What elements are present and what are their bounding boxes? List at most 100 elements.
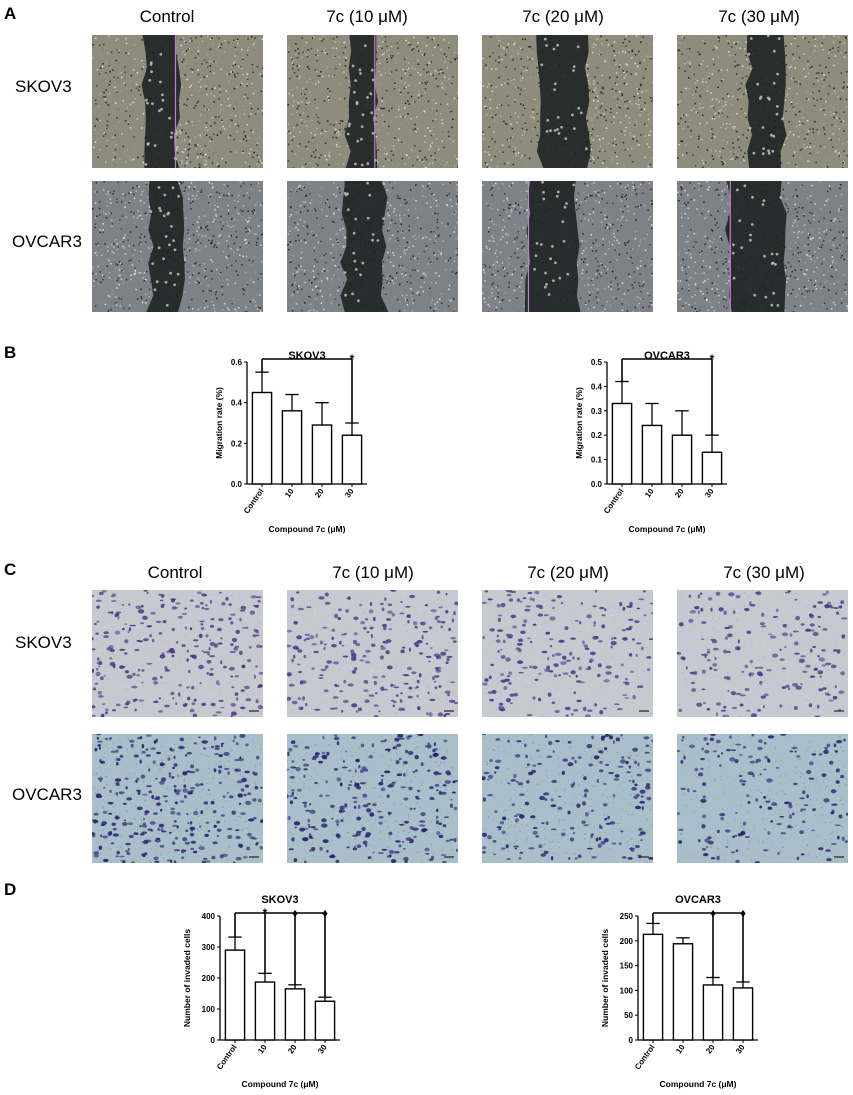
x-axis-label: Compound 7c (μM) [242, 1079, 319, 1089]
x-tick-label: Control [602, 487, 626, 515]
bar [703, 985, 722, 1040]
y-tick-label: 0.0 [231, 480, 243, 489]
wound-healing-micrograph [92, 35, 263, 168]
x-tick-label: 30 [703, 487, 716, 500]
y-tick-label: 0.5 [591, 358, 603, 367]
y-tick-label: 0.0 [591, 480, 603, 489]
bar [342, 435, 361, 484]
transwell-invasion-micrograph [287, 590, 458, 717]
bar [642, 425, 661, 484]
y-tick-label: 200 [202, 974, 216, 983]
x-tick-label: 20 [673, 487, 686, 500]
x-tick-label: Control [242, 487, 266, 515]
x-tick-label: 20 [286, 1043, 299, 1056]
y-tick-label: 0.2 [591, 431, 603, 440]
significance-mark: ♦ [740, 906, 746, 920]
y-axis-label: Number of invaded cells [600, 929, 610, 1028]
y-tick-label: 100 [202, 1005, 216, 1014]
y-tick-label: 250 [620, 912, 634, 921]
y-tick-label: 0.2 [231, 439, 243, 448]
significance-mark: ♦ [292, 906, 298, 920]
panel-letter-a: A [4, 4, 16, 24]
y-tick-label: 0.4 [231, 399, 243, 408]
x-tick-label: 20 [704, 1043, 717, 1056]
x-tick-label: 10 [283, 487, 296, 500]
row-label-ovcar3-c: OVCAR3 [12, 785, 82, 805]
transwell-invasion-micrograph [92, 590, 263, 717]
chart-title: OVCAR3 [644, 350, 690, 362]
chart-title: SKOV3 [261, 894, 298, 906]
y-tick-label: 0 [211, 1036, 216, 1045]
bar [225, 950, 244, 1040]
wound-healing-micrograph [287, 35, 458, 168]
panel-letter-d: D [4, 880, 16, 900]
x-tick-label: 10 [674, 1043, 687, 1056]
x-tick-label: 20 [313, 487, 326, 500]
y-axis-label: Number of invaded cells [182, 929, 192, 1028]
chart-title: OVCAR3 [675, 894, 721, 906]
bar [702, 452, 721, 484]
panel-letter-b: B [4, 343, 16, 363]
x-tick-label: 10 [643, 487, 656, 500]
x-tick-label: 30 [316, 1043, 329, 1056]
transwell-invasion-micrograph [287, 734, 458, 863]
bar [673, 944, 692, 1040]
significance-mark: * [710, 352, 715, 366]
bar [733, 988, 752, 1040]
row-label-skov3-c: SKOV3 [15, 633, 72, 653]
transwell-invasion-micrograph [92, 734, 263, 863]
wound-healing-micrograph [482, 35, 653, 168]
y-tick-label: 0.6 [231, 358, 243, 367]
significance-mark: * [263, 906, 268, 920]
wound-healing-micrograph [92, 181, 263, 312]
row-label-ovcar3-a: OVCAR3 [12, 232, 82, 252]
x-tick-label: 10 [256, 1043, 269, 1056]
x-tick-label: Control [633, 1043, 657, 1071]
bar [672, 435, 691, 484]
panel-letter-c: C [4, 560, 16, 580]
wound-healing-micrograph [482, 181, 653, 312]
bar [312, 425, 331, 484]
bar [282, 411, 301, 484]
x-tick-label: 30 [734, 1043, 747, 1056]
y-tick-label: 400 [202, 912, 216, 921]
transwell-invasion-micrograph [482, 590, 653, 717]
x-tick-label: 30 [343, 487, 356, 500]
col-label-30um-a: 7c (30 μM) [669, 7, 849, 27]
y-axis-label: Migration rate (%) [574, 387, 584, 459]
col-label-30um-c: 7c (30 μM) [674, 563, 853, 583]
col-label-control-a: Control [77, 7, 257, 27]
col-label-control-c: Control [85, 563, 265, 583]
col-label-20um-a: 7c (20 μM) [473, 7, 653, 27]
transwell-invasion-micrograph [482, 734, 653, 863]
wound-healing-micrograph [677, 181, 848, 312]
transwell-invasion-micrograph [677, 590, 848, 717]
transwell-invasion-micrograph [677, 734, 848, 863]
bar [252, 393, 271, 485]
y-tick-label: 100 [620, 986, 634, 995]
bar [315, 1001, 334, 1040]
significance-mark: * [350, 352, 355, 366]
y-tick-label: 200 [620, 937, 634, 946]
significance-mark: ♦ [322, 906, 328, 920]
y-tick-label: 0 [629, 1036, 634, 1045]
col-label-20um-c: 7c (20 μM) [478, 563, 658, 583]
bar [285, 989, 304, 1040]
y-tick-label: 0.4 [591, 382, 603, 391]
significance-mark: ♦ [710, 906, 716, 920]
wound-healing-micrograph [677, 35, 848, 168]
y-axis-label: Migration rate (%) [214, 387, 224, 459]
row-label-skov3-a: SKOV3 [15, 77, 72, 97]
x-axis-label: Compound 7c (μM) [629, 524, 706, 534]
x-axis-label: Compound 7c (μM) [269, 524, 346, 534]
bar [643, 934, 662, 1040]
col-label-10um-c: 7c (10 μM) [283, 563, 463, 583]
bar [612, 403, 631, 484]
y-tick-label: 300 [202, 943, 216, 952]
y-tick-label: 150 [620, 962, 634, 971]
chart-title: SKOV3 [288, 350, 325, 362]
y-tick-label: 0.1 [591, 456, 603, 465]
